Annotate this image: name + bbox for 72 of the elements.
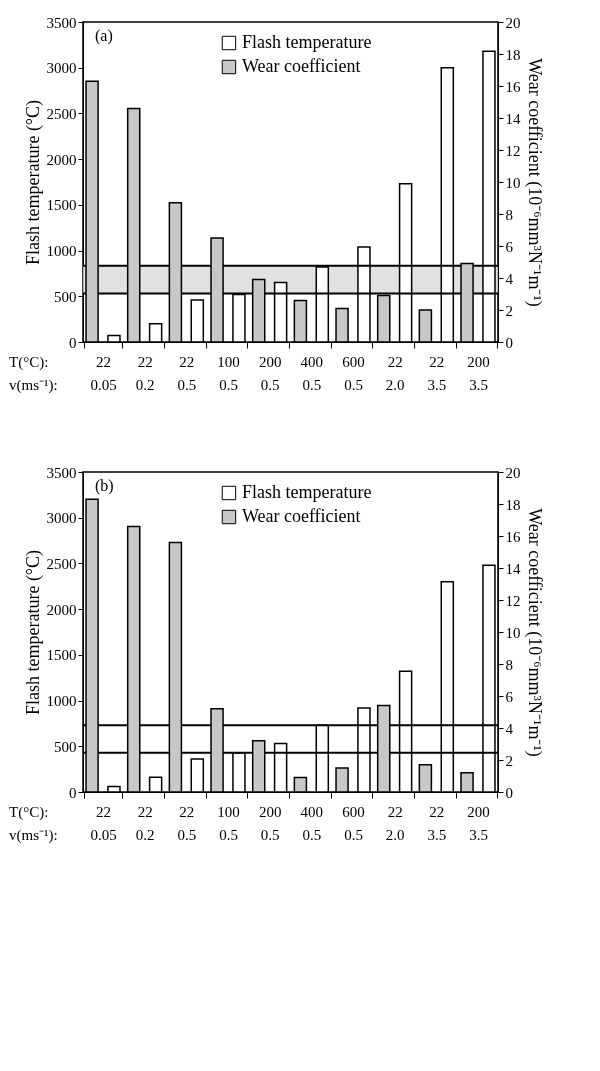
y2-tick-label: 18	[505, 496, 521, 513]
text: v(ms⁻¹):	[9, 377, 58, 394]
y2-tick-label: 2	[505, 302, 513, 319]
y2-tick-label: 0	[505, 334, 513, 351]
y2-tick-label: 10	[505, 174, 521, 191]
y2-tick-label: 12	[505, 142, 521, 159]
y-tick-label: 500	[54, 738, 77, 755]
y2-tick-label: 10	[505, 624, 521, 641]
y-tick-label: 3000	[46, 510, 77, 527]
y2-tick-label: 2	[505, 752, 513, 769]
y2-axis-title: Wear coefficient (10⁻⁶mm³N⁻¹m⁻¹)	[523, 58, 545, 307]
y-tick-label: 2500	[46, 105, 77, 122]
x-tick-label: 600 0.5	[342, 803, 365, 843]
x-tick-label: 22 2.0	[385, 353, 405, 393]
text: T(°C):	[9, 354, 49, 371]
y2-tick-label: 14	[505, 560, 521, 577]
y-tick-label: 2000	[46, 601, 77, 618]
y-tick-label: 2500	[46, 555, 77, 572]
x-tick-label: 22 0.2	[135, 353, 155, 393]
x-tick-label: 22 0.2	[135, 803, 155, 843]
x-tick-label: 22 0.05	[90, 353, 117, 393]
x-tick-label: 100 0.5	[217, 353, 240, 393]
chart-title: (a)	[95, 27, 113, 45]
x-tick-label: 200 0.5	[258, 353, 282, 393]
x-tick-label: 22 3.5	[427, 803, 447, 843]
y2-axis-title: Wear coefficient (10⁻⁶mm³N⁻¹m⁻¹)	[523, 508, 545, 757]
text: T(°C):	[9, 804, 49, 821]
y-tick-label: 2000	[46, 151, 77, 168]
y2-tick-label: 8	[505, 206, 513, 223]
y-tick-label: 1500	[46, 647, 77, 664]
text: v(ms⁻¹):	[9, 827, 58, 844]
x-tick-label: 200 3.5	[467, 803, 490, 843]
y2-tick-label: 20	[505, 464, 521, 481]
y-axis-title: Flash temperature (°C)	[22, 549, 44, 716]
legend-label: Flash temperature	[241, 482, 372, 502]
y2-tick-label: 6	[505, 688, 514, 705]
y-tick-label: 500	[54, 288, 77, 305]
x-tick-label: 600 0.5	[342, 353, 365, 393]
x-tick-label: 22 2.0	[385, 803, 405, 843]
y-tick-label: 3500	[46, 464, 77, 481]
y-tick-label: 1500	[46, 197, 77, 214]
x-tick-label: 22 0.05	[90, 803, 117, 843]
x-tick-label: 22 3.5	[427, 353, 447, 393]
y-tick-label: 1000	[46, 243, 77, 260]
y-tick-label: 1000	[46, 693, 77, 710]
y2-tick-label: 16	[505, 78, 521, 95]
x-tick-label: 22 0.5	[177, 353, 197, 393]
legend-label: Wear coefficient	[241, 506, 361, 526]
y2-tick-label: 12	[505, 592, 521, 609]
y2-tick-label: 8	[505, 656, 513, 673]
y-tick-label: 3500	[46, 14, 77, 31]
y2-tick-label: 18	[505, 46, 521, 63]
y2-tick-label: 4	[505, 270, 514, 287]
y-axis-title: Flash temperature (°C)	[22, 99, 44, 266]
chart-title: (b)	[95, 477, 114, 495]
y-tick-label: 3000	[46, 60, 77, 77]
x-tick-label: 200 3.5	[467, 353, 490, 393]
legend-label: Wear coefficient	[241, 56, 361, 76]
y-tick-label: 0	[69, 334, 77, 351]
y-tick-label: 0	[69, 784, 77, 801]
y2-tick-label: 20	[505, 14, 521, 31]
x-tick-label: 22 0.5	[177, 803, 197, 843]
y2-tick-label: 16	[505, 528, 521, 545]
y2-tick-label: 4	[505, 720, 514, 737]
x-tick-label: 200 0.5	[258, 803, 282, 843]
y2-tick-label: 14	[505, 110, 521, 127]
legend-label: Flash temperature	[241, 32, 372, 52]
y2-tick-label: 6	[505, 238, 514, 255]
y2-tick-label: 0	[505, 784, 513, 801]
x-tick-label: 400 0.5	[300, 353, 324, 393]
x-tick-label: 100 0.5	[217, 803, 240, 843]
x-tick-label: 400 0.5	[300, 803, 324, 843]
